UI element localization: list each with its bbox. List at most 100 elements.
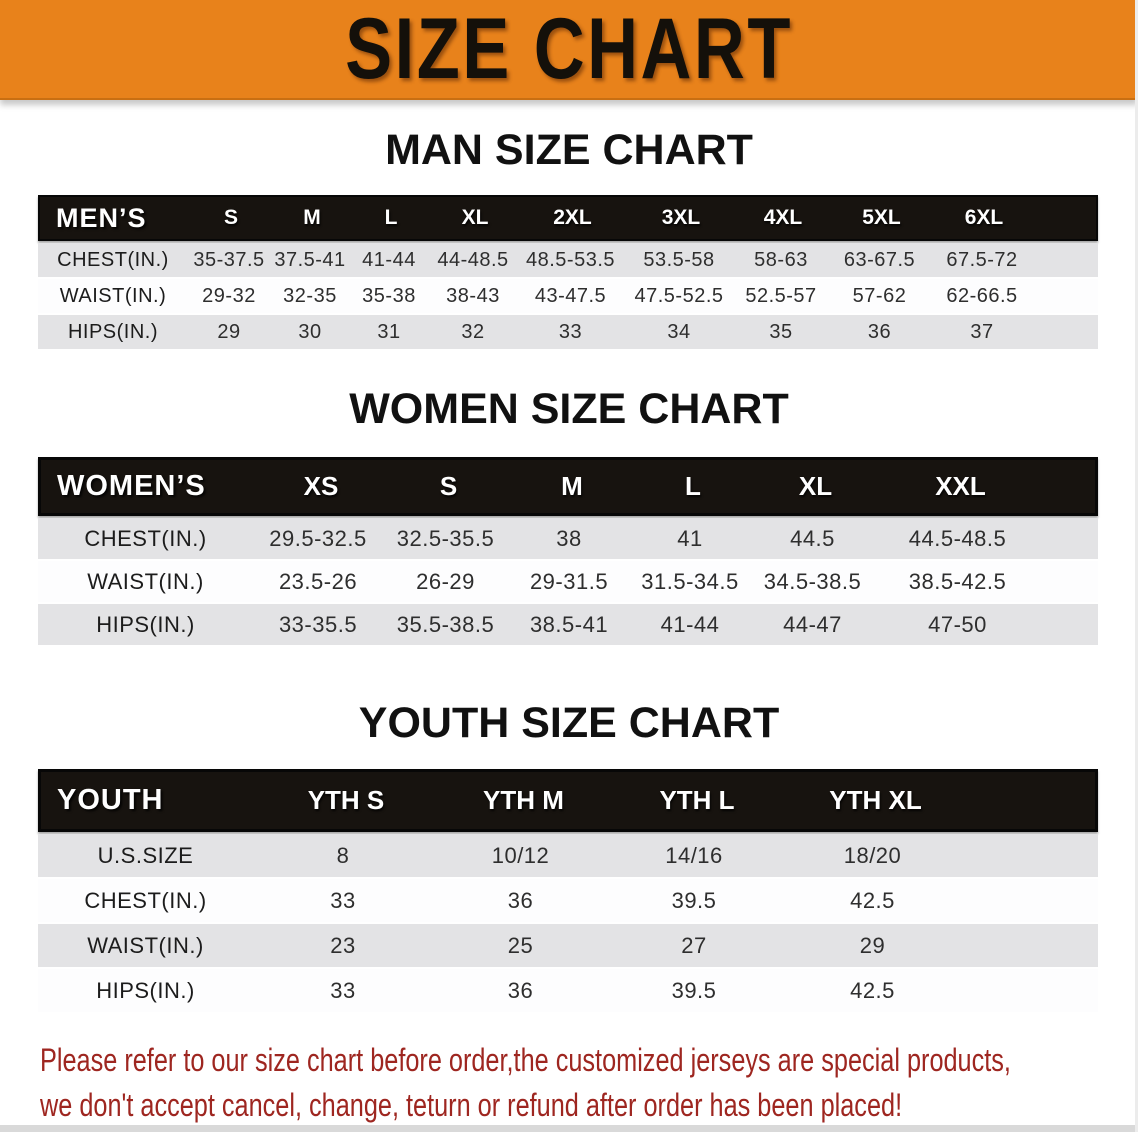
column-header: 4XL <box>763 206 803 229</box>
row-label: WAIST(IN.) <box>87 568 204 594</box>
table-cell: 35 <box>769 320 793 343</box>
table-row: U.S.SIZE 8 10/12 14/16 18/20 <box>38 834 1098 877</box>
table-row: HIPS(IN.) 29 30 31 32 33 34 35 36 37 <box>38 315 1098 349</box>
table-cell: 34.5-38.5 <box>763 568 862 594</box>
table-header-row: WOMEN’S XS S M L XL XXL <box>38 457 1098 516</box>
men-section-heading: MAN SIZE CHART <box>385 126 753 174</box>
table-cell: 29.5-32.5 <box>269 525 367 551</box>
table-header-label: WOMEN’S <box>57 470 206 502</box>
table-row: WAIST(IN.) 29-32 32-35 35-38 38-43 43-47.5 47.… <box>38 279 1098 313</box>
table-cell: 36 <box>507 887 534 913</box>
table-cell: 29-32 <box>202 284 256 307</box>
table-header-label: MEN’S <box>56 202 147 233</box>
table-cell: 14/16 <box>665 842 723 868</box>
column-header: XS <box>303 471 339 501</box>
footnote-line-2: we don't accept cancel, change, teturn o… <box>40 1087 903 1123</box>
banner-title: SIZE CHART <box>345 1 793 97</box>
table-cell: 29 <box>859 932 886 958</box>
row-label: CHEST(IN.) <box>57 248 169 271</box>
column-header: YTH M <box>483 785 564 815</box>
table-header-row: YOUTH YTH S YTH M YTH L YTH XL <box>38 769 1098 832</box>
footnote: Please refer to our size chart before or… <box>0 1038 1138 1128</box>
bottom-edge-strip <box>0 1125 1138 1132</box>
women-size-table: WOMEN’S XS S M L XL XXL CHEST(IN.) 29.5-32.5 32.5… <box>38 457 1098 645</box>
column-header: XXL <box>935 471 986 501</box>
row-label: HIPS(IN.) <box>96 611 195 637</box>
table-cell: 44-48.5 <box>437 248 509 271</box>
table-cell: 27 <box>681 932 707 958</box>
table-cell: 43-47.5 <box>534 284 607 307</box>
table-cell: 29-31.5 <box>529 568 609 594</box>
table-cell: 38 <box>556 525 582 551</box>
table-header-label: YOUTH <box>57 784 164 816</box>
table-cell: 57-62 <box>852 284 907 307</box>
row-label: HIPS(IN.) <box>96 977 195 1003</box>
table-row: HIPS(IN.) 33-35.5 35.5-38.5 38.5-41 41-44 44-… <box>38 604 1098 645</box>
table-cell: 41-44 <box>362 248 416 271</box>
table-cell: 34 <box>667 320 691 343</box>
table-cell: 35-37.5 <box>193 248 265 271</box>
table-cell: 32-35 <box>283 284 337 307</box>
column-header: YTH XL <box>829 785 922 815</box>
table-cell: 33 <box>558 320 583 343</box>
table-cell: 33 <box>330 977 356 1003</box>
table-cell: 31 <box>377 320 401 343</box>
table-row: CHEST(IN.) 29.5-32.5 32.5-35.5 38 41 44.5 44.5… <box>38 518 1098 559</box>
column-header: YTH L <box>659 785 735 815</box>
column-header: S <box>223 206 238 229</box>
section-youth: YOUTH SIZE CHART YOUTH YTH S YTH M YTH L YTH… <box>0 699 1138 1012</box>
row-label: WAIST(IN.) <box>59 284 167 307</box>
table-cell: 44-47 <box>783 611 842 637</box>
youth-section-heading: YOUTH SIZE CHART <box>358 699 780 747</box>
table-cell: 36 <box>867 320 892 343</box>
table-row: WAIST(IN.) 23 25 27 29 <box>38 924 1098 967</box>
banner: SIZE CHART <box>0 0 1138 100</box>
table-cell: 44.5-48.5 <box>908 525 1007 551</box>
women-section-heading: WOMEN SIZE CHART <box>349 385 789 433</box>
row-label: HIPS(IN.) <box>67 320 159 343</box>
table-cell: 35-38 <box>362 284 416 307</box>
table-cell: 37.5-41 <box>274 248 346 271</box>
right-edge-strip <box>1135 0 1138 1132</box>
table-cell: 8 <box>336 842 350 868</box>
table-cell: 47.5-52.5 <box>634 284 724 307</box>
table-cell: 62-66.5 <box>946 284 1018 307</box>
table-cell: 31.5-34.5 <box>641 568 739 594</box>
row-label: CHEST(IN.) <box>84 887 207 913</box>
table-cell: 47-50 <box>928 611 987 637</box>
table-cell: 42.5 <box>850 887 895 913</box>
table-cell: 48.5-53.5 <box>525 248 615 271</box>
column-header: S <box>439 471 458 501</box>
table-cell: 52.5-57 <box>745 284 817 307</box>
table-cell: 32.5-35.5 <box>396 525 495 551</box>
table-cell: 23 <box>330 932 356 958</box>
section-women: WOMEN SIZE CHART WOMEN’S XS S M L XL XXL CHEST(… <box>0 385 1138 645</box>
table-cell: 44.5 <box>790 525 835 551</box>
column-header: 2XL <box>553 206 592 229</box>
column-header: XL <box>798 471 833 501</box>
row-label: U.S.SIZE <box>97 842 194 868</box>
table-row: CHEST(IN.) 33 36 39.5 42.5 <box>38 879 1098 922</box>
table-cell: 53.5-58 <box>643 248 715 271</box>
table-cell: 33 <box>330 887 356 913</box>
column-header: L <box>384 206 398 229</box>
column-header: 6XL <box>964 206 1004 229</box>
column-header: M <box>303 206 321 229</box>
table-cell: 29 <box>217 320 241 343</box>
section-men: MAN SIZE CHART MEN’S S M L XL 2XL 3XL 4XL 5XL 6XL… <box>0 126 1138 349</box>
table-cell: 18/20 <box>843 842 902 868</box>
row-label: CHEST(IN.) <box>84 525 207 551</box>
row-label: WAIST(IN.) <box>87 932 204 958</box>
table-cell: 33-35.5 <box>278 611 358 637</box>
table-cell: 39.5 <box>671 887 717 913</box>
table-cell: 41 <box>677 525 703 551</box>
table-cell: 26-29 <box>416 568 475 594</box>
men-size-table: MEN’S S M L XL 2XL 3XL 4XL 5XL 6XL CHEST(IN.) 35-37… <box>38 195 1098 349</box>
table-header-row: MEN’S S M L XL 2XL 3XL 4XL 5XL 6XL <box>38 195 1098 241</box>
table-cell: 23.5-26 <box>278 568 358 594</box>
table-cell: 38.5-42.5 <box>908 568 1007 594</box>
youth-size-table: YOUTH YTH S YTH M YTH L YTH XL U.S.SIZE 8 10/12… <box>38 769 1098 1012</box>
table-cell: 38.5-41 <box>529 611 609 637</box>
column-header: 5XL <box>862 206 901 229</box>
